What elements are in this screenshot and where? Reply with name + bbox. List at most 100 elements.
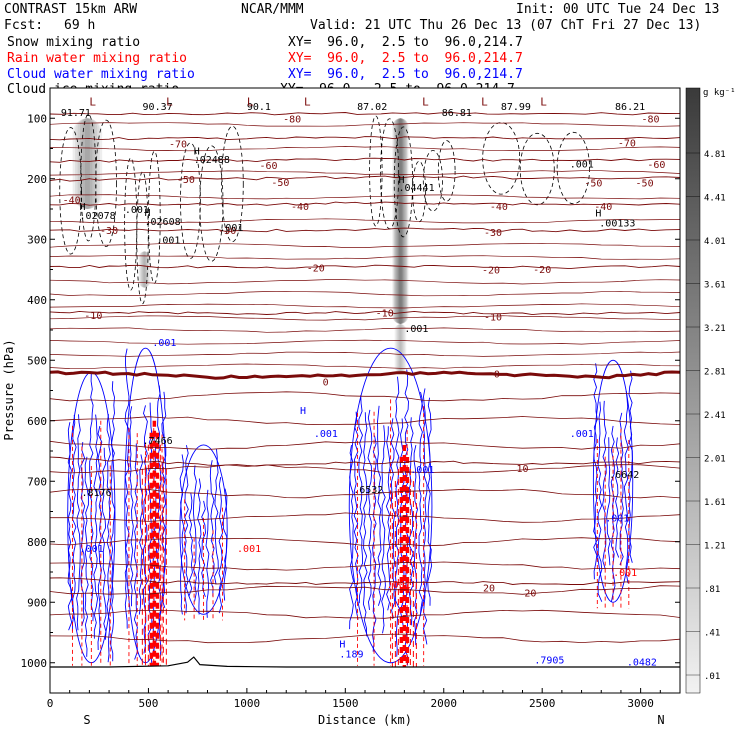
isotherm xyxy=(50,112,680,116)
cloud-water-contour xyxy=(101,447,107,640)
top-value-label: 91.71 xyxy=(61,108,91,119)
isotherm-minor xyxy=(50,194,680,200)
isotherm-minor xyxy=(50,279,680,285)
top-value-label: 86.81 xyxy=(442,108,472,119)
cloud-ice-contour xyxy=(437,140,456,202)
isotherm-label: -40 xyxy=(490,202,508,213)
forecast-hours: 69 h xyxy=(64,18,95,33)
cloud-water-contour xyxy=(381,425,386,634)
isotherm-minor xyxy=(50,464,680,474)
cloud-water-contour xyxy=(615,437,620,558)
cloud-water-contour xyxy=(418,391,423,617)
low-marker: L xyxy=(166,95,173,108)
y-tick-label: 300 xyxy=(27,233,47,246)
y-tick-label: 700 xyxy=(27,475,47,488)
cloud-ice-contour xyxy=(422,150,443,212)
isotherm-label: -70 xyxy=(618,138,636,149)
isotherm-minor xyxy=(50,488,680,499)
cloud-ice-contour xyxy=(136,171,149,305)
mixing-ratio-label: .001 xyxy=(404,324,428,335)
isotherm-label: -10 xyxy=(484,313,502,324)
colorbar-label: .01 xyxy=(704,672,720,682)
isotherm xyxy=(50,310,680,316)
y-tick-label: 200 xyxy=(27,173,47,186)
isotherm-minor xyxy=(50,561,680,571)
snow-shade-band xyxy=(80,118,95,209)
cloud-ice-contour xyxy=(556,131,590,205)
isotherm-minor xyxy=(50,416,680,426)
isotherm-label: -60 xyxy=(647,160,665,171)
cloud-water-contour xyxy=(129,406,134,607)
isotherm-label: -10 xyxy=(376,308,394,319)
snow-shade-band xyxy=(143,251,146,288)
low-marker: L xyxy=(540,95,547,108)
x-axis: 0 500 1000 1500 2000 2500 3000 xyxy=(47,688,661,710)
y-tick-label: 400 xyxy=(27,294,47,307)
snow-shade-band xyxy=(140,251,149,288)
x-axis-label: Distance (km) xyxy=(318,713,412,727)
x-tick-label: 0 xyxy=(47,697,54,710)
extremum-label: .02488 xyxy=(194,155,230,166)
cloud-water-contour xyxy=(376,405,382,606)
isotherm-label: -70 xyxy=(169,140,187,151)
extremum-label: .8176 xyxy=(82,488,112,499)
snow-shade-band xyxy=(72,118,103,209)
extremum-label: .7905 xyxy=(534,656,564,667)
isotherm xyxy=(50,157,680,163)
y-tick-label: 600 xyxy=(27,415,47,428)
colorbar: 4.81 4.41 4.01 3.61 3.21 2.81 2.41 2.01 1.61 1.21… xyxy=(685,87,726,694)
y-tick-label: 500 xyxy=(27,354,47,367)
cloud-water-contours xyxy=(67,347,634,667)
y-tick-label: 900 xyxy=(27,596,47,609)
mixing-ratio-label: .001 xyxy=(80,544,104,555)
cloud-water-contour xyxy=(362,412,368,637)
cloud-water-contour xyxy=(133,443,138,660)
extremum-label: .04441 xyxy=(398,183,434,194)
isotherm-label: -40 xyxy=(63,195,81,206)
legend-cloud-water-label: Cloud water mixing ratio xyxy=(7,67,195,82)
extremum-label: .0482 xyxy=(627,658,657,669)
snow-shade-band xyxy=(141,251,148,288)
cloud-water-contour xyxy=(427,397,433,606)
isotherm-label: -40 xyxy=(594,202,612,213)
colorbar-label: 3.21 xyxy=(704,324,726,334)
low-marker: L xyxy=(481,95,488,108)
extremum-label: H xyxy=(339,639,345,650)
colorbar-label: 2.81 xyxy=(704,368,726,378)
cloud-water-contour xyxy=(179,454,185,615)
legend-rain-xy: XY= 96.0, 2.5 to 96.0,214.7 xyxy=(288,51,523,66)
cloud-water-contour xyxy=(353,411,359,620)
cloud-water-contour xyxy=(218,477,223,614)
cloud-water-contour xyxy=(623,391,629,584)
isotherm xyxy=(50,175,680,182)
cloud-water-contour xyxy=(193,465,197,602)
snow-shade-band xyxy=(138,251,151,288)
cloud-water-contour xyxy=(628,370,633,563)
snow-shading-layer xyxy=(72,118,409,373)
cloud-water-contour xyxy=(76,414,81,631)
snow-shade-band xyxy=(142,251,147,288)
cloud-water-contour xyxy=(606,437,611,566)
cloud-water-contour xyxy=(593,363,598,580)
colorbar-unit: g kg⁻¹ xyxy=(703,88,736,98)
isotherm-minor xyxy=(50,440,680,450)
top-value-label: 86.21 xyxy=(615,102,645,113)
cloud-water-contour xyxy=(188,492,193,597)
snow-shade-band xyxy=(82,118,93,209)
cloud-water-contour xyxy=(97,425,103,651)
snow-shade-band xyxy=(84,118,90,209)
x-tick-label: 2500 xyxy=(529,697,556,710)
mixing-ratio-label: .001 xyxy=(570,160,594,171)
extremum-label: H xyxy=(398,175,404,186)
y-tick-label: 800 xyxy=(27,536,47,549)
cloud-ice-contour xyxy=(482,122,521,195)
cloud-water-outline xyxy=(179,444,228,615)
snow-shade-band xyxy=(139,251,150,288)
extremum-label: .7466 xyxy=(143,436,173,447)
legend-snow-label: Snow mixing ratio xyxy=(7,35,140,50)
cloud-water-outline xyxy=(592,359,634,603)
extremum-label: .02608 xyxy=(145,217,181,228)
cloud-water-contour xyxy=(395,376,400,657)
mixing-ratio-label: .001 xyxy=(125,205,149,216)
